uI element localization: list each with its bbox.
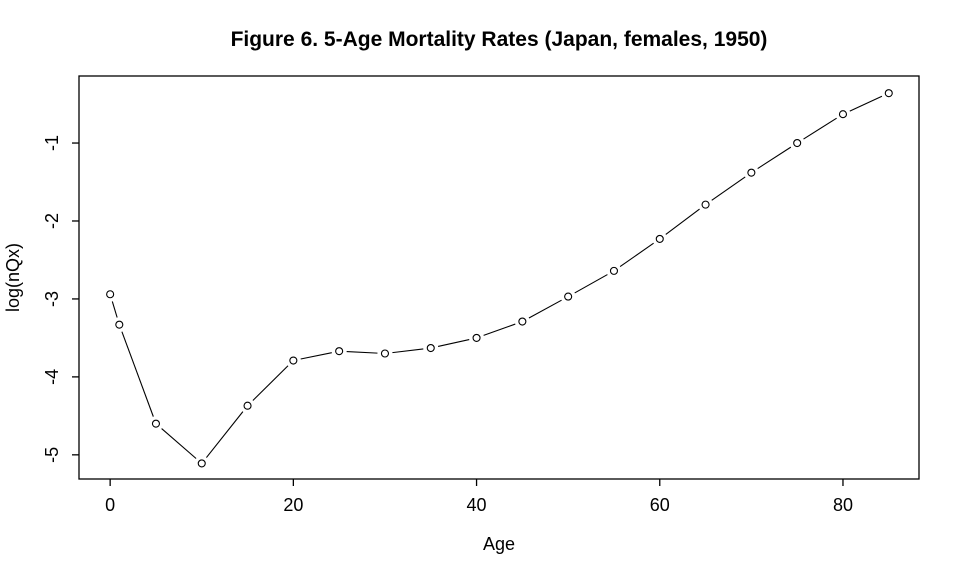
data-point-marker	[793, 138, 802, 148]
data-point-marker	[380, 349, 390, 358]
data-point-marker	[426, 343, 435, 353]
x-tick-label: 0	[105, 495, 115, 515]
series-segment	[392, 348, 424, 354]
data-point-marker	[747, 168, 756, 177]
series-segment	[665, 208, 700, 235]
data-point-marker	[472, 333, 481, 342]
series-segment	[161, 428, 197, 459]
data-point-marker	[518, 317, 527, 326]
x-tick-label: 60	[650, 495, 670, 515]
series-segment	[619, 242, 654, 268]
y-tick-label: -1	[42, 135, 62, 151]
series-segment	[849, 95, 883, 112]
data-point-marker	[701, 200, 710, 209]
y-tick-label: -4	[42, 369, 62, 385]
series-segment	[300, 352, 332, 360]
series-segment	[205, 411, 244, 458]
data-point-marker	[106, 290, 115, 299]
y-tick-label: -5	[42, 447, 62, 463]
series-segment	[346, 350, 378, 354]
x-tick-label: 20	[283, 495, 303, 515]
x-tick-label: 40	[467, 495, 487, 515]
x-tick-label: 80	[833, 495, 853, 515]
data-point-marker	[335, 347, 344, 356]
series-segment	[252, 365, 289, 401]
series-segment	[437, 338, 470, 347]
series-segment	[483, 323, 516, 336]
data-point-marker	[151, 419, 160, 428]
y-axis-title: log(nQx)	[3, 242, 23, 313]
data-point-marker	[838, 110, 848, 119]
x-axis-title: Age	[482, 534, 516, 554]
y-tick-label: -2	[42, 213, 62, 229]
data-point-marker	[243, 401, 252, 410]
series-segment	[757, 146, 792, 170]
series-segment	[111, 301, 118, 318]
chart-title: Figure 6. 5-Age Mortality Rates (Japan, …	[230, 28, 768, 51]
data-point-marker	[197, 459, 206, 468]
data-point-marker	[289, 356, 298, 365]
data-point-marker	[609, 266, 619, 275]
series-segment	[528, 299, 562, 319]
data-point-marker	[884, 89, 893, 98]
data-point-marker	[655, 234, 664, 243]
series-segment	[711, 176, 746, 201]
series-segment	[803, 117, 837, 140]
series-segment	[574, 274, 608, 294]
data-point-marker	[115, 320, 124, 329]
data-point-marker	[564, 292, 573, 301]
plot-box	[78, 75, 920, 480]
series-segment	[121, 331, 154, 417]
y-tick-label: -3	[42, 291, 62, 307]
